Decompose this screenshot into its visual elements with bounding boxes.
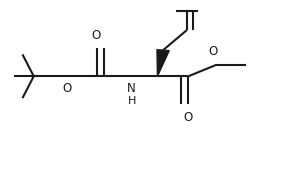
Text: H: H [128,96,136,107]
Polygon shape [157,50,169,76]
Text: N: N [127,82,136,95]
Text: O: O [62,82,71,95]
Text: O: O [92,29,101,42]
Text: O: O [208,45,218,58]
Text: O: O [184,111,193,124]
